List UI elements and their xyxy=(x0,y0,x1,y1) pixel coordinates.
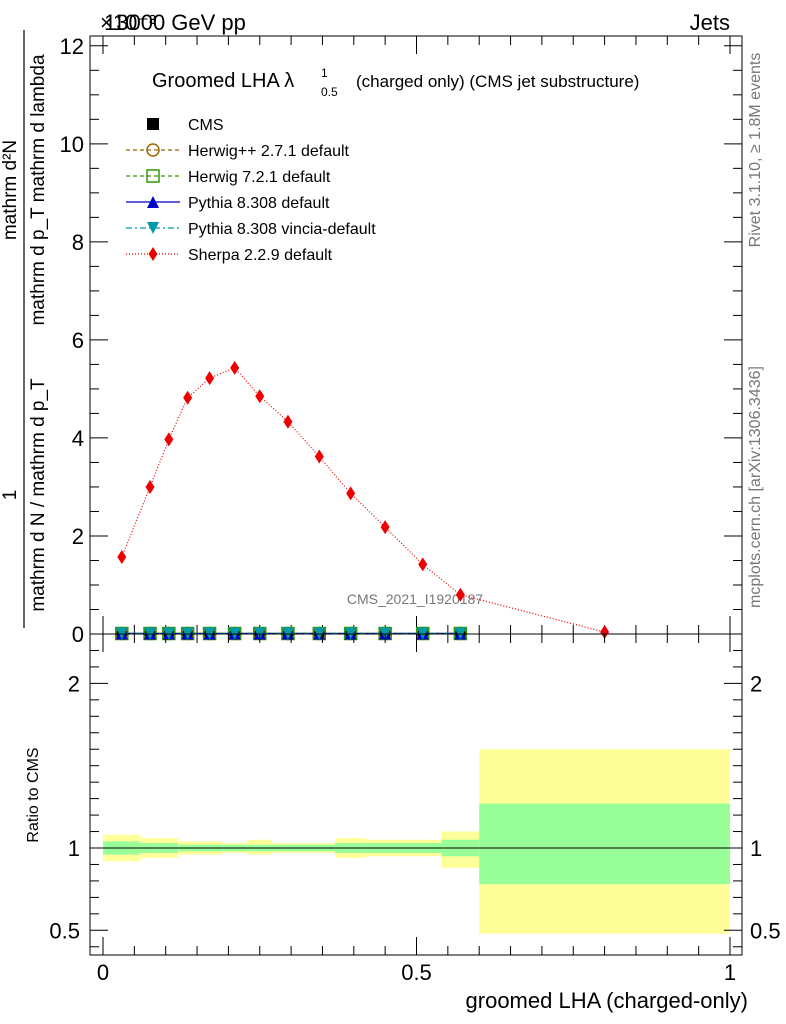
mcplots-label: mcplots.cern.ch [arXiv:1306.3436] xyxy=(747,366,764,608)
ratio-y-label: Ratio to CMS xyxy=(25,747,42,842)
legend-label: Pythia 8.308 default xyxy=(188,195,330,212)
legend-label: Herwig++ 2.7.1 default xyxy=(188,143,350,160)
series-5-point xyxy=(230,360,240,375)
series-5-point xyxy=(455,587,465,602)
ylabel-num: mathrm d²N xyxy=(0,140,21,240)
ratio-y-tick-label: 1 xyxy=(68,836,80,861)
main-y-tick-label: 10 xyxy=(60,132,84,157)
main-title: Groomed LHA λ xyxy=(152,70,294,92)
series-5-point xyxy=(117,550,127,565)
legend-label: Pythia 8.308 vincia-default xyxy=(188,221,376,238)
legend-label: Herwig 7.2.1 default xyxy=(188,169,331,186)
header-exponent: ×10⁻³ xyxy=(100,10,156,35)
series-5-point xyxy=(418,557,428,572)
main-frame xyxy=(89,35,743,635)
x-tick-label: 0.5 xyxy=(401,960,432,985)
ratio-y-tick-label: 0.5 xyxy=(49,918,80,943)
main-title-suffix: (charged only) (CMS jet substructure) xyxy=(356,72,639,91)
legend-marker xyxy=(146,169,160,183)
ratio-y-tick-label-right: 0.5 xyxy=(750,918,781,943)
main-y-ticks: 0 2 4 6 8 10 12 xyxy=(60,34,742,647)
series-5-point xyxy=(314,449,324,464)
legend-marker xyxy=(147,222,159,234)
series-5-point xyxy=(600,625,610,640)
main-y-tick-label: 4 xyxy=(72,426,84,451)
main-panel: 0 2 4 6 8 10 12 Groomed LHA λ 1 0.5 (charged o… xyxy=(60,34,743,647)
rivet-label: Rivet 3.1.10, ≥ 1.8M events xyxy=(747,53,764,248)
main-y-tick-label: 6 xyxy=(72,328,84,353)
series-5-point xyxy=(183,390,193,405)
ratio-panel: 0.5 0.51 12 2 0 0.5 1 Ratio to CMS groomed LH… xyxy=(25,633,781,1013)
x-tick-label: 1 xyxy=(724,960,736,985)
main-title-sup: 1 xyxy=(321,66,328,80)
series-5-point xyxy=(145,479,155,494)
legend-marker xyxy=(147,196,159,208)
header-right: Jets xyxy=(690,10,730,35)
series-5-point xyxy=(346,486,356,501)
x-tick-label: 0 xyxy=(97,960,109,985)
watermark: CMS_2021_I1920187 xyxy=(347,591,483,607)
main-title-sub: 0.5 xyxy=(321,85,338,99)
header-left: 13000 GeV pp xyxy=(104,10,246,35)
ratio-y-tick-label-right: 1 xyxy=(750,836,762,861)
ylabel-prefix-den: mathrm d N / mathrm d p_T xyxy=(28,378,49,612)
main-y-tick-label: 0 xyxy=(72,622,84,647)
main-y-label: 1 mathrm d N / mathrm d p_T mathrm d²N m… xyxy=(0,30,49,628)
ratio-bands-layer xyxy=(103,749,730,934)
series-5-point xyxy=(164,432,174,447)
series-5-point xyxy=(255,389,265,404)
legend-label: CMS xyxy=(188,117,224,134)
ratio-x-ticks: 0 0.5 1 xyxy=(97,634,736,985)
x-axis-label: groomed LHA (charged-only) xyxy=(466,988,748,1013)
series-5-point xyxy=(205,371,215,386)
series-5-point xyxy=(380,520,390,535)
legend-marker xyxy=(148,247,158,261)
main-title-text: Groomed LHA λ xyxy=(152,70,294,92)
main-y-tick-label: 2 xyxy=(72,524,84,549)
series-line-5 xyxy=(121,367,605,633)
legend: CMS Herwig++ 2.7.1 default Herwig 7.2.1 de… xyxy=(126,117,376,264)
ylabel-prefix-num: 1 xyxy=(0,490,21,501)
ratio-inner-band xyxy=(479,803,730,885)
main-y-tick-label: 12 xyxy=(60,34,84,59)
ylabel-den: mathrm d p_T mathrm d lambda xyxy=(28,54,49,325)
legend-marker xyxy=(147,118,159,130)
legend-label: Sherpa 2.2.9 default xyxy=(188,247,333,264)
ratio-y-tick-label-right: 2 xyxy=(750,671,762,696)
ratio-y-ticks: 0.5 0.5 1 1 2 2 xyxy=(49,649,781,948)
main-y-tick-label: 8 xyxy=(72,230,84,255)
legend-marker xyxy=(146,143,160,157)
series-5-point xyxy=(283,414,293,429)
ratio-y-tick-label: 2 xyxy=(68,671,80,696)
